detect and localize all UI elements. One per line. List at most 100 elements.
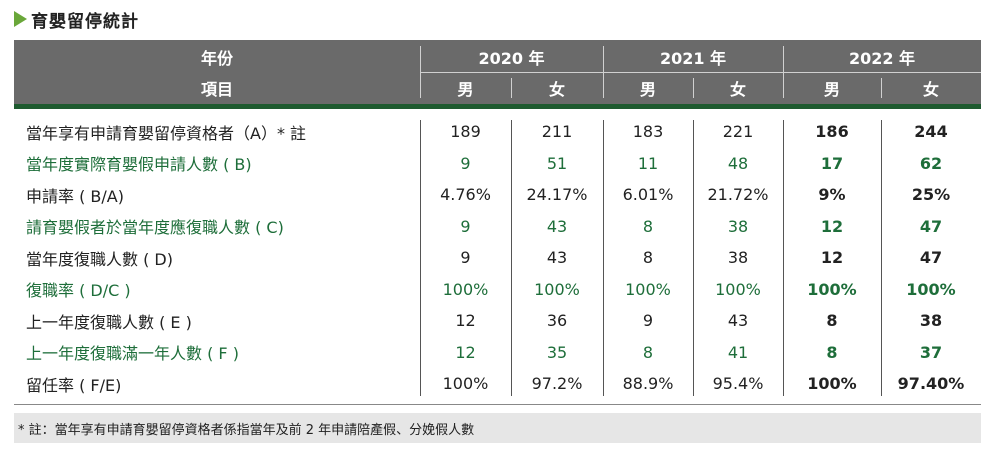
cell-2022-male: 17: [820, 153, 844, 173]
table-row: 請育嬰假者於當年度應復職人數 ( C) 9 43 8 38 12 47: [14, 211, 981, 242]
row-label: 留任率 ( F/E): [26, 375, 122, 395]
cell-2022-male: 186: [815, 122, 849, 141]
header-divider: [693, 78, 694, 98]
cell-2022-male: 12: [820, 216, 844, 236]
header-2022-male: 男: [823, 80, 840, 99]
footnote: * 註：當年享有申請育嬰留停資格者係指當年及前 2 年申請陪產假、分娩假人數: [14, 413, 981, 443]
row-label: 當年度實際育嬰假申請人數 ( B): [26, 155, 252, 174]
cell-2021-male: 8: [642, 248, 654, 267]
cell-2022-male: 8: [826, 342, 838, 362]
cell-2022-female: 25%: [911, 185, 951, 204]
table-row: 當年度復職人數 ( D) 9 43 8 38 12 47: [14, 242, 981, 273]
table-row: 上一年度復職人數 ( E ) 12 36 9 43 8 38: [14, 305, 981, 336]
header-divider: [420, 72, 981, 73]
cell-2021-female: 38: [727, 248, 749, 267]
header-2021-male: 男: [639, 80, 656, 99]
cell-2021-female: 38: [727, 216, 749, 236]
cell-2021-female: 21.72%: [707, 185, 769, 204]
row-label: 申請率 ( B/A): [26, 186, 124, 206]
header-divider: [511, 78, 512, 98]
cell-2021-female: 43: [727, 311, 749, 330]
header-divider: [783, 46, 784, 98]
cell-2020-female: 43: [546, 216, 568, 236]
table-row: 復職率 ( D/C ) 100% 100% 100% 100% 100% 100…: [14, 274, 981, 305]
header-year-2022: 2022 年: [848, 49, 916, 68]
cell-2022-female: 62: [919, 153, 943, 173]
cell-2020-female: 97.2%: [531, 374, 583, 393]
cell-2021-female: 100%: [715, 279, 761, 299]
cell-2022-female: 244: [914, 122, 948, 141]
header-year-2021: 2021 年: [659, 49, 727, 68]
cell-2021-male: 100%: [625, 279, 671, 299]
section-title: 育嬰留停統計: [14, 6, 139, 32]
cell-2021-male: 8: [642, 342, 654, 362]
header-divider: [881, 78, 882, 98]
row-label: 上一年度復職人數 ( E ): [26, 312, 192, 332]
cell-2021-male: 8: [642, 216, 654, 236]
header-year-2020: 2020 年: [478, 49, 545, 68]
cell-2022-female: 97.40%: [897, 374, 965, 393]
cell-2021-female: 221: [722, 122, 754, 141]
cell-2021-female: 95.4%: [712, 374, 764, 393]
section-title-text: 育嬰留停統計: [31, 11, 139, 32]
cell-2022-female: 100%: [906, 279, 956, 299]
column-divider: [693, 120, 694, 396]
cell-2021-male: 9: [642, 311, 654, 330]
triangle-bullet-icon: [14, 11, 27, 27]
table-header: 年份 2020 年 2021 年 2022 年 項目 男 女 男 女 男 女: [14, 40, 981, 104]
cell-2022-male: 9%: [818, 185, 846, 204]
cell-2020-female: 211: [541, 122, 573, 141]
cell-2020-male: 12: [455, 311, 476, 330]
header-divider: [603, 46, 604, 98]
cell-2022-female: 47: [919, 216, 943, 236]
table-bottom-rule: [14, 404, 981, 405]
cell-2020-male: 189: [450, 122, 481, 141]
table-row: 當年度實際育嬰假申請人數 ( B) 9 51 11 48 17 62: [14, 148, 981, 179]
cell-2021-female: 48: [727, 153, 749, 173]
table-row: 申請率 ( B/A) 4.76% 24.17% 6.01% 21.72% 9% …: [14, 179, 981, 210]
cell-2022-male: 100%: [807, 374, 857, 393]
cell-2021-female: 41: [727, 342, 749, 362]
header-item-label: 項目: [200, 80, 233, 99]
cell-2022-female: 47: [919, 248, 943, 267]
cell-2021-male: 6.01%: [622, 185, 674, 204]
cell-2020-female: 100%: [534, 279, 580, 299]
cell-2020-female: 36: [546, 311, 568, 330]
row-label: 當年度復職人數 ( D): [26, 249, 173, 269]
cell-2022-female: 37: [919, 342, 943, 362]
cell-2020-female: 51: [546, 153, 568, 173]
cell-2021-male: 183: [632, 122, 664, 141]
cell-2022-female: 38: [919, 311, 943, 330]
cell-2020-male: 100%: [442, 279, 489, 299]
column-divider: [783, 120, 784, 396]
table-row: 當年享有申請育嬰留停資格者（A）* 註 189 211 183 221 186 …: [14, 116, 981, 147]
header-2020-female: 女: [548, 80, 565, 99]
cell-2020-female: 43: [546, 248, 568, 267]
column-divider: [603, 120, 604, 396]
row-label: 當年享有申請育嬰留停資格者（A）* 註: [26, 123, 307, 143]
row-label: 復職率 ( D/C ): [26, 281, 131, 300]
cell-2020-female: 24.17%: [526, 185, 588, 204]
header-year-label: 年份: [200, 49, 233, 68]
table-body: 當年享有申請育嬰留停資格者（A）* 註 189 211 183 221 186 …: [14, 116, 981, 402]
column-divider: [420, 120, 421, 396]
cell-2020-male: 4.76%: [440, 185, 491, 204]
cell-2021-male: 11: [637, 153, 659, 173]
row-label: 請育嬰假者於當年度應復職人數 ( C): [26, 218, 284, 237]
cell-2020-male: 12: [455, 342, 476, 362]
row-label: 上一年度復職滿一年人數 ( F ): [26, 344, 239, 363]
cell-2020-male: 9: [460, 248, 471, 267]
header-2021-female: 女: [729, 80, 746, 99]
table-row: 留任率 ( F/E) 100% 97.2% 88.9% 95.4% 100% 9…: [14, 368, 981, 399]
cell-2020-male: 9: [460, 153, 471, 173]
table-row: 上一年度復職滿一年人數 ( F ) 12 35 8 41 8 37: [14, 337, 981, 368]
header-divider: [420, 46, 421, 98]
cell-2022-male: 12: [820, 248, 844, 267]
cell-2022-male: 100%: [807, 279, 857, 299]
header-rule: [14, 104, 981, 109]
cell-2020-male: 100%: [442, 374, 489, 393]
column-divider: [511, 120, 512, 396]
header-2022-female: 女: [922, 80, 939, 99]
cell-2020-male: 9: [460, 216, 471, 236]
cell-2021-male: 88.9%: [622, 374, 674, 393]
